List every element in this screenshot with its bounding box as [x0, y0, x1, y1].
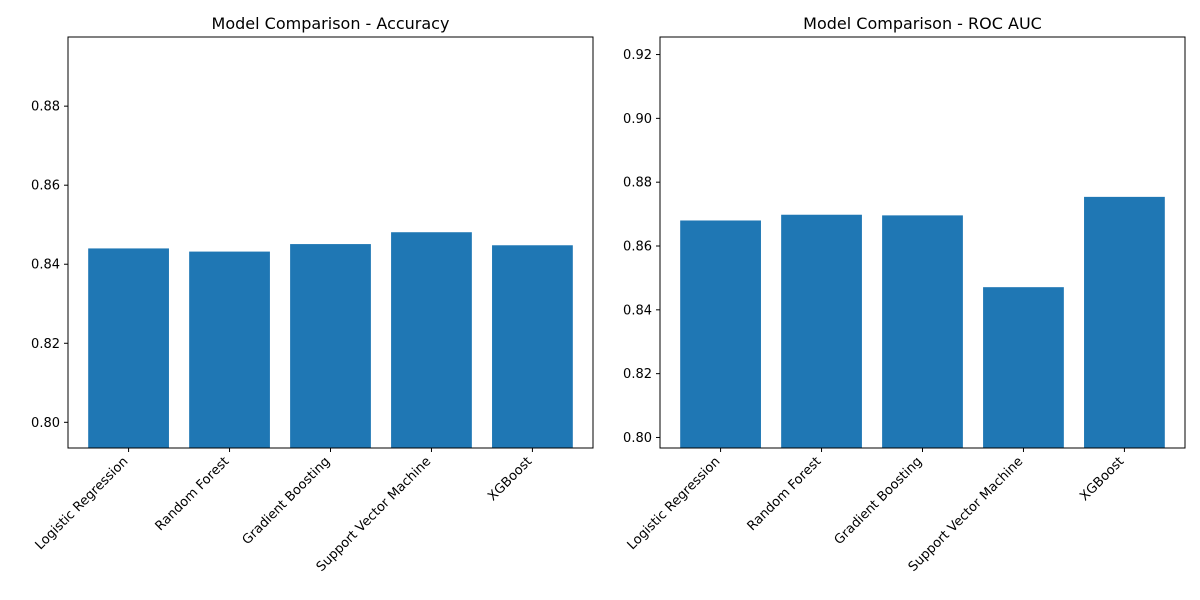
y-tick-label: 0.84 — [31, 258, 60, 273]
chart-title: Model Comparison - Accuracy — [212, 14, 450, 33]
x-tick-label-logistic-regression: Logistic Regression — [625, 454, 724, 553]
roc-auc-chart: Model Comparison - ROC AUC 0.80 0.82 0.84 0.… — [623, 14, 1186, 575]
bar-random-forest — [189, 251, 270, 448]
x-tick-label-support-vector-machine: Support Vector Machine — [906, 454, 1027, 575]
y-tick-label: 0.80 — [31, 416, 60, 431]
y-tick-label: 0.84 — [623, 303, 652, 318]
y-tick-label: 0.90 — [623, 112, 652, 127]
bar-logistic-regression — [88, 248, 169, 448]
bar-random-forest — [781, 214, 862, 448]
y-tick-label: 0.88 — [31, 100, 60, 115]
bar-support-vector-machine — [391, 232, 472, 448]
bar-xgboost — [1084, 196, 1165, 448]
y-tick-label: 0.82 — [31, 337, 60, 352]
y-tick-label: 0.80 — [623, 431, 652, 446]
x-tick-label-support-vector-machine: Support Vector Machine — [314, 454, 435, 575]
y-tick-label: 0.86 — [623, 240, 652, 255]
x-tick-label-xgboost: XGBoost — [485, 454, 535, 504]
chart-title: Model Comparison - ROC AUC — [803, 14, 1042, 33]
x-tick-label-logistic-regression: Logistic Regression — [33, 454, 132, 553]
y-tick-label: 0.92 — [623, 48, 652, 63]
x-tick-label-gradient-boosting: Gradient Boosting — [240, 454, 334, 548]
bar-gradient-boosting — [290, 244, 371, 448]
bar-xgboost — [492, 245, 573, 448]
bar-gradient-boosting — [882, 215, 963, 448]
x-tick-label-random-forest: Random Forest — [153, 454, 233, 534]
x-tick-label-gradient-boosting: Gradient Boosting — [832, 454, 926, 548]
bar-support-vector-machine — [983, 287, 1064, 448]
x-tick-label-xgboost: XGBoost — [1077, 454, 1127, 504]
y-tick-label: 0.82 — [623, 367, 652, 382]
bar-logistic-regression — [680, 220, 761, 448]
y-tick-label: 0.88 — [623, 176, 652, 191]
x-tick-label-random-forest: Random Forest — [745, 454, 825, 534]
accuracy-chart: Model Comparison - Accuracy 0.80 0.82 0.84 0… — [31, 14, 594, 575]
y-tick-label: 0.86 — [31, 179, 60, 194]
